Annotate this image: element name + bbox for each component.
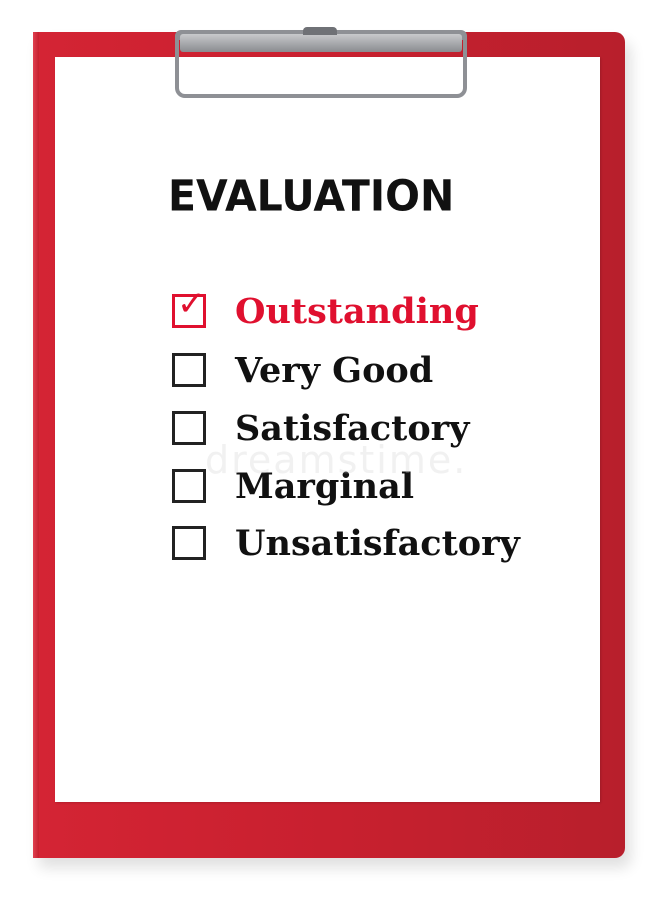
checkbox[interactable] <box>172 526 206 560</box>
board-edge <box>33 32 39 858</box>
option-label: Satisfactory <box>235 407 470 449</box>
paper-sheet <box>55 57 600 802</box>
option-label: Unsatisfactory <box>235 522 520 564</box>
option-unsatisfactory[interactable]: Unsatisfactory <box>172 521 520 565</box>
checkbox[interactable] <box>172 353 206 387</box>
option-satisfactory[interactable]: Satisfactory <box>172 406 469 450</box>
option-very-good[interactable]: Very Good <box>172 348 433 392</box>
option-label: Very Good <box>235 349 434 391</box>
checkbox[interactable] <box>172 469 206 503</box>
option-label: Marginal <box>235 465 415 507</box>
checkbox[interactable] <box>172 411 206 445</box>
option-outstanding[interactable]: ✓ Outstanding <box>172 287 479 333</box>
checkmark-icon: ✓ <box>177 284 206 324</box>
option-label: Outstanding <box>235 290 479 332</box>
evaluation-title: EVALUATION <box>168 170 455 222</box>
watermark: dreamstime. <box>205 438 468 482</box>
checkbox-checked[interactable]: ✓ <box>172 287 206 328</box>
clip-knob <box>303 27 337 35</box>
option-marginal[interactable]: Marginal <box>172 464 414 508</box>
clip-bar <box>180 34 462 52</box>
